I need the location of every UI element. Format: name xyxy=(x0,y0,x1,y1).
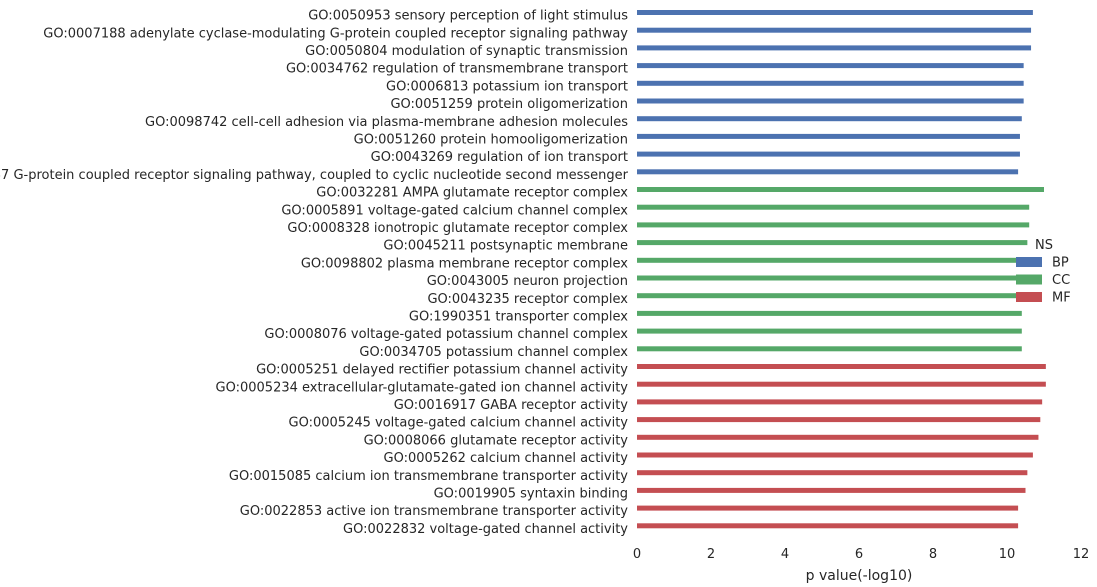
y-tick-label: GO:0007188 adenylate cyclase-modulating … xyxy=(43,26,628,41)
y-tick-label: GO:0098742 cell-cell adhesion via plasma… xyxy=(145,115,628,130)
bar xyxy=(637,10,1033,15)
y-tick-label: GO:0005234 extracellular-glutamate-gated… xyxy=(216,380,629,395)
y-tick-label: GO:0015085 calcium ion transmembrane tra… xyxy=(229,469,628,484)
y-tick-label: GO:0051259 protein oligomerization xyxy=(390,97,628,112)
bar xyxy=(637,187,1044,192)
bar xyxy=(637,275,1024,281)
x-tick-label: 0 xyxy=(633,547,641,562)
bar xyxy=(637,222,1030,228)
y-tick-label: GO:0022832 voltage-gated channel activit… xyxy=(343,522,628,537)
x-axis-label: p value(-log10) xyxy=(806,568,913,584)
bar xyxy=(637,169,1019,175)
y-tick-label: GO:0005251 delayed rectifier potassium c… xyxy=(256,363,628,378)
bar xyxy=(637,98,1024,104)
bar xyxy=(637,240,1028,246)
y-tick-label: GO:0043235 receptor complex xyxy=(427,292,628,307)
x-tick-label: 2 xyxy=(707,547,715,562)
bars-group xyxy=(637,10,1046,529)
bar xyxy=(637,364,1046,369)
legend-title: NS xyxy=(1035,238,1053,253)
y-tick-label: GO:0050804 modulation of synaptic transm… xyxy=(305,44,628,59)
y-tick-label: GO:0022853 active ion transmembrane tran… xyxy=(240,504,629,519)
bar xyxy=(637,151,1020,157)
legend-label: BP xyxy=(1052,256,1069,271)
x-tick-label: 4 xyxy=(781,547,789,562)
bar xyxy=(637,310,1022,316)
bar xyxy=(637,80,1024,86)
bar xyxy=(637,133,1020,139)
bar xyxy=(637,116,1022,122)
y-tick-label: GO:0005262 calcium channel activity xyxy=(384,451,629,466)
y-tick-label: GO:0043005 neuron projection xyxy=(427,274,628,289)
y-tick-label: GO:0045211 postsynaptic membrane xyxy=(383,239,628,254)
bar xyxy=(637,293,1022,299)
x-tick-label: 6 xyxy=(855,547,863,562)
legend-swatch xyxy=(1016,257,1042,267)
y-tick-label: GO:0034762 regulation of transmembrane t… xyxy=(286,62,628,77)
bar xyxy=(637,487,1026,493)
y-tick-label: GO:0008066 glutamate receptor activity xyxy=(364,433,629,448)
legend-swatch xyxy=(1016,292,1042,302)
y-tick-label: GO:0008076 voltage-gated potassium chann… xyxy=(264,327,628,342)
y-tick-label: GO:0006813 potassium ion transport xyxy=(386,79,628,94)
bar xyxy=(637,381,1046,387)
bar xyxy=(637,257,1024,263)
y-tick-label: GO:0019905 syntaxin binding xyxy=(434,486,628,501)
y-tick-label: GO:0034705 potassium channel complex xyxy=(359,345,628,360)
y-tick-label: GO:0005891 voltage-gated calcium channel… xyxy=(281,203,628,218)
bar xyxy=(637,204,1030,210)
legend: NS BP CC MF xyxy=(1016,238,1071,306)
bar xyxy=(637,470,1028,476)
legend-label: MF xyxy=(1052,291,1071,306)
x-tick-label: 10 xyxy=(999,547,1016,562)
y-tick-labels: GO:0050953 sensory perception of light s… xyxy=(0,9,629,537)
y-tick-label: GO:0098802 plasma membrane receptor comp… xyxy=(301,256,628,271)
legend-label: CC xyxy=(1052,273,1070,288)
bar xyxy=(637,434,1039,440)
bar xyxy=(637,27,1032,33)
bar xyxy=(637,346,1022,352)
x-tick-label: 12 xyxy=(1073,547,1090,562)
bar xyxy=(637,399,1043,405)
y-tick-label: GO:0008328 ionotropic glutamate receptor… xyxy=(287,221,628,236)
bar xyxy=(637,505,1019,511)
y-tick-label: GO:0050953 sensory perception of light s… xyxy=(308,9,628,24)
bar xyxy=(637,452,1033,458)
bar xyxy=(637,417,1041,423)
bar xyxy=(637,63,1024,69)
y-tick-label: GO:1990351 transporter complex xyxy=(409,309,628,324)
y-tick-label: GO:0043269 regulation of ion transport xyxy=(371,150,628,165)
legend-swatch xyxy=(1016,274,1042,285)
bar xyxy=(637,328,1022,334)
y-tick-label: GO:0005245 voltage-gated calcium channel… xyxy=(289,416,629,431)
x-tick-labels: 0 2 4 6 8 10 12 xyxy=(633,547,1089,562)
y-tick-label: GO:0051260 protein homooligomerization xyxy=(354,132,628,147)
bar xyxy=(637,523,1019,529)
y-tick-label: GO:0007187 G-protein coupled receptor si… xyxy=(0,168,629,183)
bar xyxy=(637,45,1032,51)
y-tick-label: GO:0032281 AMPA glutamate receptor compl… xyxy=(316,186,628,201)
x-tick-label: 8 xyxy=(929,547,937,562)
y-tick-label: GO:0016917 GABA receptor activity xyxy=(394,398,629,413)
